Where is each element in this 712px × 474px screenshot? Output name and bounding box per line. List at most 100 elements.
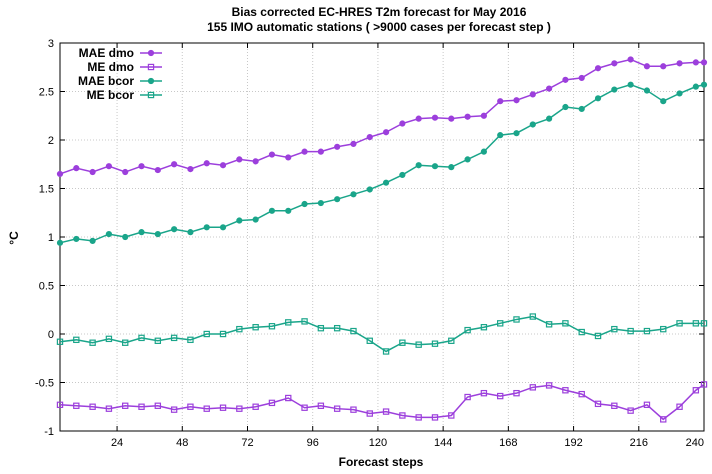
data-point-mae-dmo [529,91,536,98]
data-point-mae-dmo [382,129,390,136]
data-point-mae-dmo [154,166,161,174]
chart-subtitle: 155 IMO automatic stations ( >9000 cases… [207,20,551,34]
data-point-me-dmo [700,381,708,388]
data-point-mae-dmo [464,113,471,120]
chart-title: Bias corrected EC-HRES T2m forecast for … [232,5,527,19]
data-point-mae-dmo [676,60,683,67]
data-point-me-bcor [187,336,194,344]
data-point-mae-bcor [578,105,585,113]
data-point-me-bcor [382,348,390,355]
data-point-mae-dmo [415,115,422,122]
data-point-me-dmo [73,402,80,409]
data-point-me-bcor [333,324,341,332]
data-point-mae-dmo [594,65,602,72]
data-point-me-dmo [268,399,276,407]
data-point-mae-bcor [219,224,227,231]
data-point-mae-bcor [562,103,569,111]
y-tick-label: 0 [48,329,54,341]
x-tick-label: 96 [307,437,319,449]
legend-label-me-dmo: ME dmo [87,60,134,74]
legend-label-mae-bcor: MAE bcor [78,74,134,88]
data-point-me-bcor [366,337,373,344]
data-point-me-bcor [627,327,634,335]
data-point-me-dmo [480,389,488,397]
data-point-me-bcor [676,320,683,327]
data-point-mae-bcor [73,235,80,243]
data-point-mae-bcor [382,179,390,186]
data-point-mae-bcor [399,171,406,179]
data-point-me-bcor [317,324,325,332]
data-point-mae-bcor [594,95,602,102]
data-point-me-bcor [350,327,357,335]
data-point-mae-dmo [350,140,357,147]
data-point-me-dmo [252,403,259,410]
data-point-mae-dmo [236,156,243,163]
data-point-mae-bcor [187,229,194,236]
data-point-mae-dmo [700,59,708,66]
data-point-mae-dmo [562,76,569,83]
data-point-me-dmo [333,405,341,412]
data-point-mae-bcor [366,186,373,193]
data-point-me-bcor [497,320,504,327]
x-tick-label: 168 [499,437,517,449]
x-tick-label: 48 [176,437,188,449]
series-mae-bcor [56,81,708,246]
data-point-me-bcor [285,319,292,326]
legend-marker-mae-dmo [147,49,155,57]
data-point-mae-bcor [334,196,341,203]
y-tick-label: -1 [44,426,54,438]
data-point-me-dmo [219,404,227,411]
data-point-me-bcor [562,320,569,327]
data-point-me-bcor [431,340,439,347]
data-point-me-bcor [219,330,227,338]
data-point-me-bcor [138,334,145,342]
data-point-mae-bcor [301,200,308,208]
data-point-me-dmo [285,394,292,402]
series-mae-dmo [56,56,708,178]
y-tick-label: -0.5 [35,378,54,390]
data-point-me-dmo [187,403,194,410]
data-point-mae-dmo [660,63,667,70]
data-point-me-bcor [545,321,553,328]
data-point-mae-bcor [513,130,520,137]
legend-label-mae-dmo: MAE dmo [79,46,134,60]
data-point-mae-bcor [464,156,471,163]
data-point-me-bcor [594,332,602,340]
data-point-me-bcor [203,330,210,338]
x-tick-label: 24 [111,437,123,449]
data-point-mae-dmo [203,160,210,167]
data-point-mae-dmo [448,115,455,122]
data-point-me-bcor [252,324,259,331]
data-point-me-dmo [611,402,618,409]
data-point-me-dmo [122,402,129,409]
x-tick-label: 240 [686,437,704,449]
data-point-mae-bcor [236,217,243,224]
x-tick-label: 72 [241,437,253,449]
data-point-mae-bcor [676,90,683,97]
data-point-me-bcor [700,320,708,327]
data-point-me-dmo [562,387,569,394]
data-point-me-dmo [350,406,357,413]
data-point-mae-dmo [546,85,553,92]
data-point-mae-bcor [350,191,357,198]
data-point-mae-bcor [700,81,708,88]
data-point-me-bcor [154,337,162,344]
data-point-mae-bcor [546,115,553,122]
data-point-me-dmo [594,400,602,408]
data-point-me-bcor [578,328,585,336]
data-point-me-dmo [676,403,683,410]
data-point-me-bcor [415,341,422,348]
data-point-mae-dmo [73,165,80,172]
data-point-mae-dmo [643,63,651,70]
data-point-mae-bcor [56,239,64,246]
data-point-me-dmo [415,414,422,421]
data-point-me-dmo [317,402,325,409]
data-point-mae-bcor [154,230,161,238]
data-point-mae-dmo [105,163,113,170]
data-point-mae-dmo [513,97,520,104]
data-point-me-bcor [170,334,178,342]
x-tick-label: 216 [630,437,648,449]
data-point-me-dmo [366,410,373,417]
data-point-mae-bcor [692,83,699,90]
data-point-mae-bcor [611,86,618,93]
